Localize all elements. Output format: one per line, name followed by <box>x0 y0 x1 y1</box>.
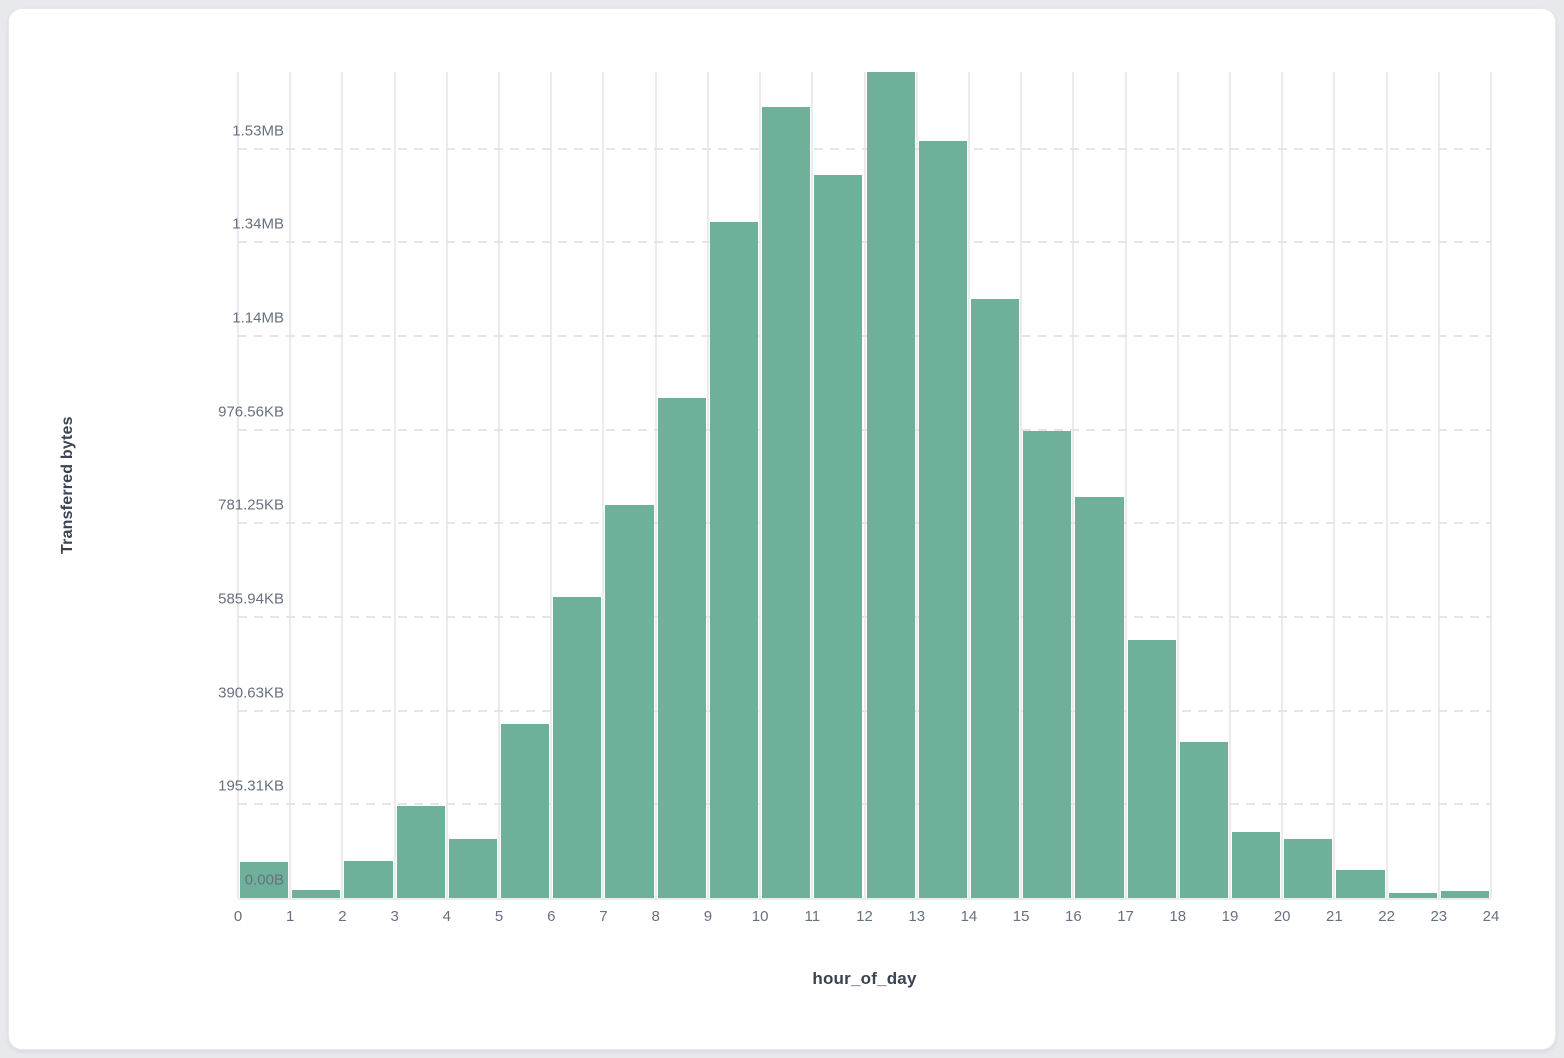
vertical-gridline <box>759 72 762 898</box>
horizontal-gridline <box>238 335 1491 338</box>
bar-hour-3[interactable] <box>396 806 445 898</box>
horizontal-gridline <box>238 522 1491 525</box>
bar-hour-20[interactable] <box>1284 838 1333 898</box>
x-tick-label: 2 <box>338 908 347 925</box>
vertical-gridline <box>498 72 501 898</box>
x-tick-label: 12 <box>856 908 873 925</box>
x-tick-label: 6 <box>547 908 556 925</box>
x-tick-label: 20 <box>1273 908 1291 925</box>
x-tick-label: 22 <box>1378 908 1395 925</box>
x-tick-label: 8 <box>651 908 660 925</box>
vertical-gridline <box>1072 72 1075 898</box>
vertical-gridline <box>550 72 553 898</box>
y-tick-label: 585.94KB <box>218 590 284 608</box>
bar-hour-6[interactable] <box>553 596 602 898</box>
y-tick-label: 781.25KB <box>218 496 284 514</box>
bar-hour-8[interactable] <box>657 397 706 898</box>
vertical-gridline <box>341 72 344 898</box>
vertical-gridline <box>1437 72 1440 898</box>
bar-hour-21[interactable] <box>1336 870 1385 898</box>
x-tick-label: 5 <box>494 908 504 925</box>
vertical-gridline <box>967 72 970 898</box>
vertical-gridline <box>1124 72 1127 898</box>
x-tick-label: 21 <box>1326 908 1343 925</box>
plot-area <box>237 72 1492 900</box>
x-tick-label: 1 <box>286 908 295 925</box>
x-tick-label: 13 <box>908 908 926 925</box>
x-tick-label: 11 <box>804 908 821 925</box>
y-tick-label: 976.56KB <box>218 403 284 421</box>
bar-hour-14[interactable] <box>970 298 1020 898</box>
y-tick-label: 390.63KB <box>218 684 284 702</box>
bar-hour-22[interactable] <box>1388 893 1437 898</box>
bar-hour-0[interactable] <box>240 862 289 898</box>
bar-hour-16[interactable] <box>1075 496 1124 898</box>
horizontal-gridline <box>238 616 1491 619</box>
horizontal-gridline <box>238 428 1491 431</box>
bar-hour-13[interactable] <box>918 141 967 898</box>
bar-hour-1[interactable] <box>292 889 341 898</box>
horizontal-gridline <box>238 241 1491 244</box>
y-tick-label: 1.14MB <box>232 309 284 327</box>
bar-hour-12[interactable] <box>866 72 915 898</box>
x-tick-label: 14 <box>960 908 978 925</box>
bar-hour-5[interactable] <box>501 724 550 898</box>
vertical-gridline <box>445 72 448 898</box>
x-tick-label: 7 <box>599 908 608 925</box>
x-axis-title: hour_of_day <box>812 969 917 988</box>
y-axis-title: Transferred bytes <box>59 416 76 554</box>
vertical-gridline <box>654 72 657 898</box>
y-tick-label: 1.53MB <box>232 122 284 140</box>
vertical-gridline <box>1228 72 1231 898</box>
y-tick-label: 0.00B <box>244 871 284 889</box>
vertical-gridline <box>915 72 918 898</box>
bar-hour-4[interactable] <box>448 838 498 898</box>
x-tick-label: 23 <box>1430 908 1448 925</box>
chart-card: Transferred bytes hour_of_day 0.00B 195.3… <box>8 8 1556 1050</box>
bar-hour-15[interactable] <box>1023 430 1072 898</box>
bar-hour-17[interactable] <box>1127 640 1176 898</box>
bar-hour-23[interactable] <box>1440 891 1489 898</box>
x-tick-label: 17 <box>1117 908 1134 925</box>
x-tick-label: 9 <box>703 908 713 925</box>
horizontal-gridline <box>238 709 1491 712</box>
vertical-gridline <box>1281 72 1284 898</box>
vertical-gridline <box>706 72 709 898</box>
vertical-gridline <box>237 72 239 898</box>
x-tick-label: 0 <box>233 908 243 925</box>
y-tick-label: 195.31KB <box>218 777 284 795</box>
bar-hour-10[interactable] <box>762 107 811 898</box>
bar-hour-9[interactable] <box>709 222 759 898</box>
x-tick-label: 16 <box>1064 908 1082 925</box>
vertical-gridline <box>1020 72 1023 898</box>
vertical-gridline <box>602 72 605 898</box>
horizontal-gridline <box>238 147 1491 150</box>
y-tick-label: 1.34MB <box>232 215 284 233</box>
vertical-gridline <box>289 72 292 898</box>
bar-hour-11[interactable] <box>814 175 863 898</box>
x-tick-label: 24 <box>1482 908 1500 925</box>
bar-hour-2[interactable] <box>344 860 393 898</box>
x-tick-label: 4 <box>442 908 451 925</box>
x-tick-label: 3 <box>390 908 399 925</box>
vertical-gridline <box>1385 72 1388 898</box>
vertical-gridline <box>1490 72 1492 898</box>
histogram-chart: Transferred bytes hour_of_day 0.00B 195.3… <box>9 9 1555 1049</box>
vertical-gridline <box>1176 72 1179 898</box>
x-tick-label: 19 <box>1221 908 1239 925</box>
vertical-gridline <box>863 72 866 898</box>
x-tick-label: 18 <box>1169 908 1187 925</box>
vertical-gridline <box>1333 72 1336 898</box>
bar-hour-19[interactable] <box>1231 831 1281 898</box>
vertical-gridline <box>811 72 814 898</box>
vertical-gridline <box>393 72 396 898</box>
x-tick-label: 10 <box>751 908 769 925</box>
bar-hour-18[interactable] <box>1179 742 1228 898</box>
bar-hour-7[interactable] <box>605 504 654 898</box>
x-tick-label: 15 <box>1012 908 1030 925</box>
horizontal-gridline <box>238 803 1491 806</box>
